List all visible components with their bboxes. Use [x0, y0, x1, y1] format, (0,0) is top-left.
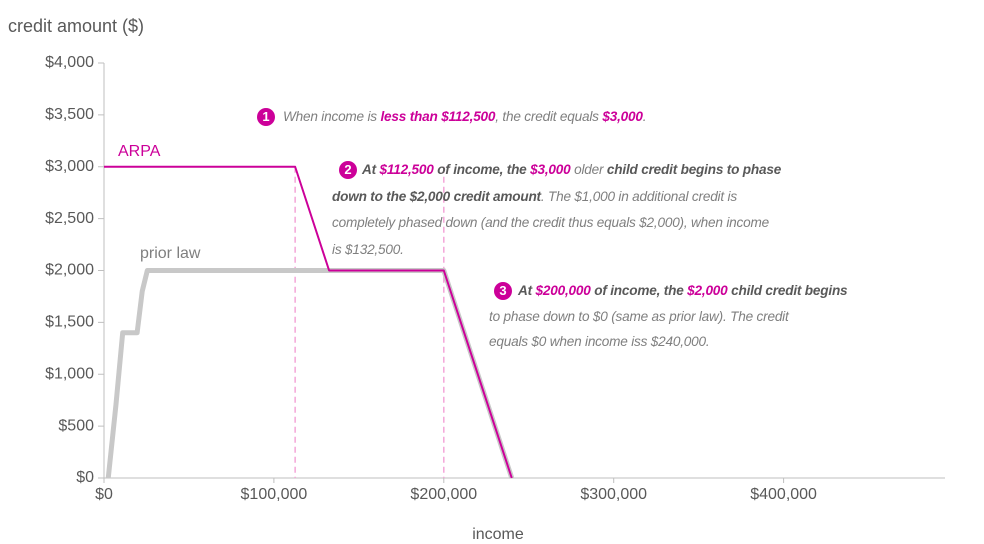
series-label: prior law [140, 245, 201, 262]
annotation-text: , the credit equals [495, 109, 603, 124]
annotation-text: of income, the [433, 162, 531, 177]
y-tick-label: $1,500 [45, 314, 94, 331]
annotation-line: At $200,000 of income, the $2,000 child … [518, 282, 848, 300]
x-tick-label: $200,000 [410, 486, 477, 503]
series-line [105, 268, 515, 479]
x-tick-label: $300,000 [580, 486, 647, 503]
annotation-badge: 3 [494, 282, 512, 300]
y-tick-label: $1,000 [45, 365, 94, 382]
annotation-line: to phase down to $0 (same as prior law).… [489, 308, 789, 326]
x-tick-label: $0 [95, 486, 113, 503]
y-tick-label: $4,000 [45, 54, 94, 71]
annotation-text: completely phased down (and the credit t… [332, 215, 769, 230]
annotation-text: equals $0 when income iss $240,000. [489, 334, 710, 349]
y-tick-label: $0 [76, 469, 94, 486]
annotation-text: of income, the [590, 283, 688, 298]
y-tick-label: $500 [58, 417, 94, 434]
annotation-text: child credit begins to phase [606, 162, 782, 177]
annotation-badge: 2 [339, 161, 357, 179]
series-label: ARPA [118, 143, 161, 160]
y-tick-label: $3,500 [45, 106, 94, 123]
annotation-text: $2,000 [687, 283, 728, 298]
annotation-text: At [362, 162, 380, 177]
annotation-text: less than $112,500 [380, 109, 496, 124]
y-tick-label: $2,000 [45, 262, 94, 279]
x-tick-label: $100,000 [241, 486, 308, 503]
annotation-text: $200,000 [535, 283, 591, 298]
annotation-line: When income is less than $112,500, the c… [283, 108, 647, 126]
annotation-text: is $132,500. [332, 241, 404, 257]
annotation-text: . [642, 109, 647, 124]
annotation-text: child credit begins [727, 283, 848, 298]
annotation-line: equals $0 when income iss $240,000. [489, 333, 710, 351]
annotation-text: . The $1,000 in additional credit is [540, 188, 737, 204]
series-line [104, 165, 513, 479]
annotation-text: older [570, 162, 607, 177]
annotation-line: down to the $2,000 credit amount. The $1… [332, 188, 737, 206]
x-tick-label: $400,000 [750, 486, 817, 503]
x-axis-label: income [472, 526, 524, 543]
annotation-text: to phase down to $0 (same as prior law).… [489, 308, 789, 324]
annotation-text: $3,000 [530, 162, 571, 177]
annotation-text: down to the $2,000 credit amount [332, 188, 541, 204]
y-axis-label: credit amount ($) [8, 16, 144, 36]
annotation-text: At [518, 283, 536, 298]
y-tick-label: $3,000 [45, 158, 94, 175]
annotation-text: When income is [283, 109, 381, 124]
annotation-line: completely phased down (and the credit t… [332, 214, 769, 232]
annotation-text: $3,000 [602, 109, 643, 124]
y-tick-label: $2,500 [45, 210, 94, 227]
annotation-text: $112,500 [379, 162, 434, 177]
annotation-badge: 1 [257, 108, 275, 126]
annotation-line: At $112,500 of income, the $3,000 older … [362, 161, 781, 179]
annotation-line: is $132,500. [332, 241, 404, 259]
